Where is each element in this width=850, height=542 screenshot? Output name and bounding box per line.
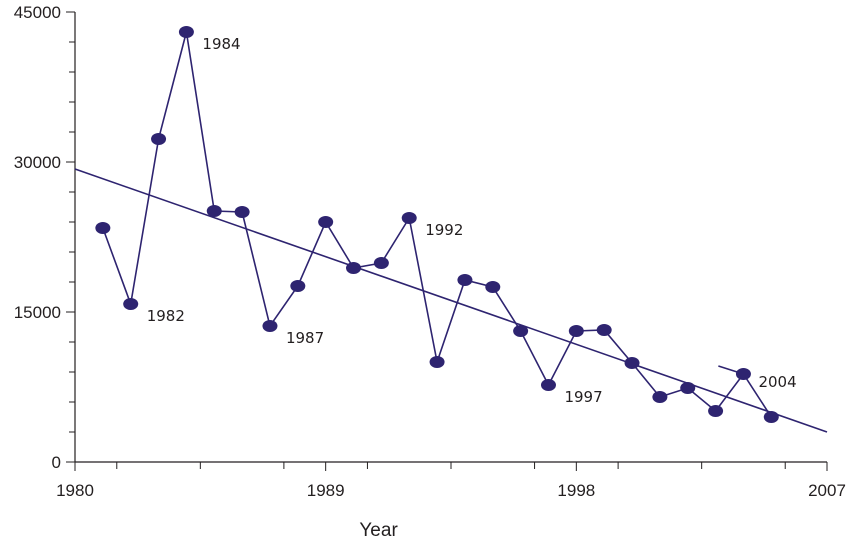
data-point	[206, 205, 222, 217]
y-tick-label: 45000	[14, 3, 61, 22]
data-point	[234, 206, 250, 218]
year-annotation: 1987	[286, 329, 324, 347]
data-point	[735, 368, 751, 380]
y-tick-label: 0	[52, 453, 61, 472]
data-point	[178, 26, 194, 38]
year-annotation: 1984	[202, 35, 240, 53]
x-tick-label: 1989	[307, 481, 345, 500]
data-point	[513, 325, 529, 337]
x-tick-label: 1980	[56, 481, 94, 500]
data-points	[95, 26, 779, 423]
data-point	[346, 262, 362, 274]
data-point	[151, 133, 167, 145]
data-point	[123, 298, 139, 310]
data-point	[540, 379, 556, 391]
axes: 0 15000 30000 45000 1980 1989 1998 2007	[14, 3, 846, 500]
data-point	[652, 391, 668, 403]
data-point	[373, 257, 389, 269]
annotations: 1982 1984 1987 1992 1997 2004	[147, 35, 797, 406]
data-point	[401, 212, 417, 224]
data-point	[763, 411, 779, 423]
x-tick-label: 1998	[557, 481, 595, 500]
y-tick-label: 30000	[14, 153, 61, 172]
x-axis-title: Year	[359, 520, 398, 541]
data-point	[457, 274, 473, 286]
x-ticks: 1980 1989 1998 2007	[56, 462, 846, 500]
data-point	[290, 280, 306, 292]
data-point	[596, 324, 612, 336]
year-annotation: 1997	[564, 388, 602, 406]
data-point	[318, 216, 334, 228]
data-point	[95, 222, 111, 234]
data-point	[708, 405, 724, 417]
data-point	[262, 320, 278, 332]
data-point	[429, 356, 445, 368]
x-tick-label: 2007	[808, 481, 846, 500]
trend-line	[74, 168, 828, 433]
y-tick-label: 15000	[14, 303, 61, 322]
data-point	[485, 281, 501, 293]
data-point	[680, 382, 696, 394]
year-annotation: 1982	[147, 307, 185, 325]
y-ticks: 0 15000 30000 45000	[14, 3, 75, 472]
year-annotation: 2004	[758, 373, 796, 391]
year-annotation: 1992	[425, 221, 463, 239]
data-point	[568, 325, 584, 337]
data-point	[624, 357, 640, 369]
